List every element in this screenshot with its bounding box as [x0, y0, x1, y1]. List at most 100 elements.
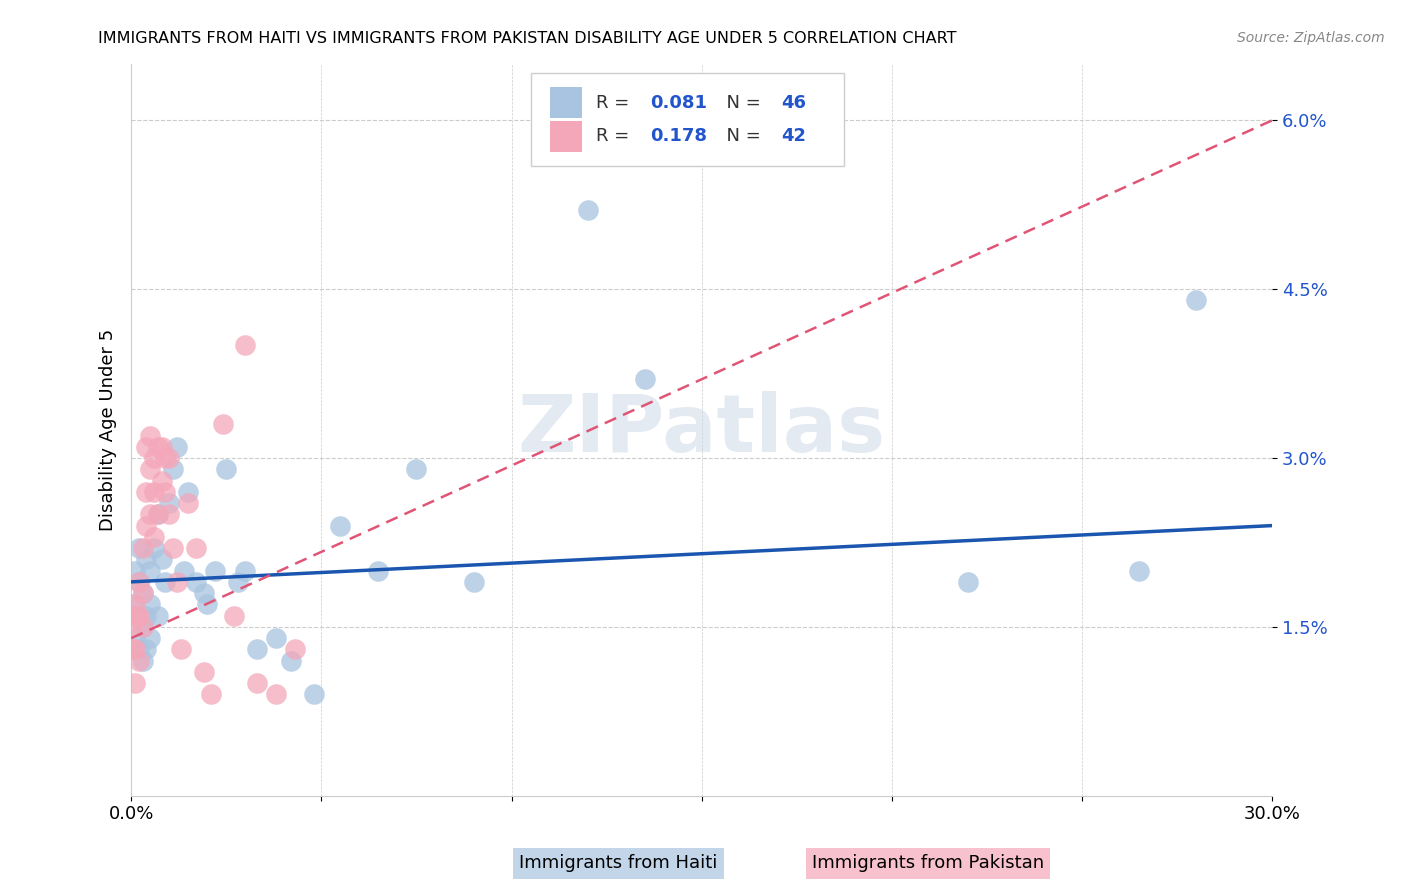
Point — [139, 564, 162, 578]
Point — [122, 642, 145, 657]
Point — [233, 564, 256, 578]
Point — [125, 608, 148, 623]
Point — [329, 518, 352, 533]
Point — [193, 665, 215, 679]
Point — [405, 462, 427, 476]
Point — [121, 620, 143, 634]
Point — [143, 530, 166, 544]
Point — [166, 574, 188, 589]
Point — [143, 484, 166, 499]
Point — [139, 598, 162, 612]
Point — [135, 608, 157, 623]
Point — [215, 462, 238, 476]
Point — [135, 484, 157, 499]
FancyBboxPatch shape — [550, 121, 582, 152]
Point — [131, 541, 153, 555]
Point — [155, 484, 177, 499]
Point — [139, 462, 162, 476]
Point — [200, 688, 222, 702]
Point — [1185, 293, 1208, 308]
Point — [128, 574, 150, 589]
Point — [264, 688, 287, 702]
Point — [162, 462, 184, 476]
Point — [128, 574, 150, 589]
Point — [143, 541, 166, 555]
Point — [463, 574, 485, 589]
Text: ZIPatlas: ZIPatlas — [517, 391, 886, 469]
Point — [124, 642, 146, 657]
Point — [150, 552, 173, 566]
Text: 0.081: 0.081 — [651, 94, 707, 112]
Point — [124, 598, 146, 612]
Point — [1128, 564, 1150, 578]
Point — [128, 654, 150, 668]
Text: 0.178: 0.178 — [651, 128, 707, 145]
Text: R =: R = — [596, 94, 634, 112]
FancyBboxPatch shape — [550, 87, 582, 119]
Point — [146, 508, 169, 522]
Point — [125, 608, 148, 623]
Point — [122, 598, 145, 612]
Point — [177, 496, 200, 510]
Point — [150, 440, 173, 454]
Text: N =: N = — [716, 94, 766, 112]
Text: 46: 46 — [782, 94, 807, 112]
Point — [184, 574, 207, 589]
Point — [155, 574, 177, 589]
Point — [135, 642, 157, 657]
Point — [139, 631, 162, 645]
Point — [124, 676, 146, 690]
Text: R =: R = — [596, 128, 634, 145]
Point — [146, 440, 169, 454]
Point — [211, 417, 233, 432]
Point — [173, 564, 195, 578]
Point — [157, 508, 180, 522]
FancyBboxPatch shape — [530, 73, 844, 167]
Point — [135, 440, 157, 454]
Point — [128, 541, 150, 555]
Point — [131, 586, 153, 600]
Point — [956, 574, 979, 589]
Point — [146, 608, 169, 623]
Point — [162, 541, 184, 555]
Point — [157, 451, 180, 466]
Point — [135, 518, 157, 533]
Point — [195, 598, 218, 612]
Point — [233, 338, 256, 352]
Text: Immigrants from Pakistan: Immigrants from Pakistan — [811, 855, 1045, 872]
Point — [124, 564, 146, 578]
Point — [166, 440, 188, 454]
Point — [246, 642, 269, 657]
Point — [155, 451, 177, 466]
Point — [177, 484, 200, 499]
Point — [204, 564, 226, 578]
Text: IMMIGRANTS FROM HAITI VS IMMIGRANTS FROM PAKISTAN DISABILITY AGE UNDER 5 CORRELA: IMMIGRANTS FROM HAITI VS IMMIGRANTS FROM… — [98, 31, 957, 46]
Point — [222, 608, 245, 623]
Point — [146, 508, 169, 522]
Point — [302, 688, 325, 702]
Y-axis label: Disability Age Under 5: Disability Age Under 5 — [100, 329, 117, 531]
Point — [131, 620, 153, 634]
Point — [170, 642, 193, 657]
Text: N =: N = — [716, 128, 766, 145]
Point — [128, 608, 150, 623]
Point — [131, 620, 153, 634]
Point — [139, 508, 162, 522]
Point — [184, 541, 207, 555]
Point — [157, 496, 180, 510]
Point — [135, 552, 157, 566]
Point — [284, 642, 307, 657]
Point — [150, 474, 173, 488]
Point — [280, 654, 302, 668]
Point — [193, 586, 215, 600]
Point — [367, 564, 389, 578]
Point — [139, 428, 162, 442]
Point — [264, 631, 287, 645]
Text: 42: 42 — [782, 128, 807, 145]
Point — [226, 574, 249, 589]
Point — [143, 451, 166, 466]
Text: Immigrants from Haiti: Immigrants from Haiti — [519, 855, 718, 872]
Point — [633, 372, 655, 386]
Point — [124, 631, 146, 645]
Point — [131, 654, 153, 668]
